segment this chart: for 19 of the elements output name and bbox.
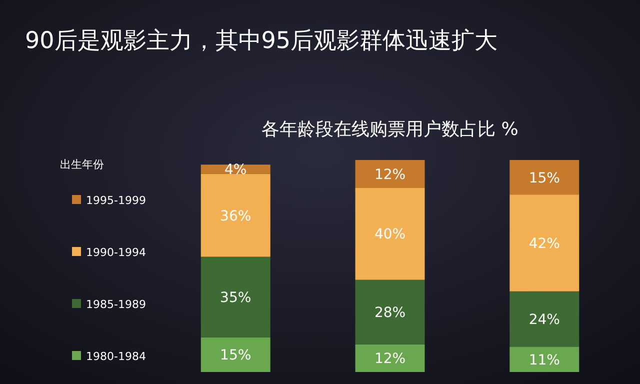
data-label: 11% [528, 352, 560, 368]
chart-title: 90后是观影主力，其中95后观影群体迅速扩大 [25, 28, 498, 54]
data-label: 4% [224, 162, 247, 178]
legend-label: 1995-1999 [86, 194, 146, 207]
legend-label: 1985-1989 [86, 298, 146, 311]
legend-label: 1990-1994 [86, 246, 146, 259]
data-label: 36% [220, 208, 252, 224]
data-label: 28% [374, 305, 406, 322]
data-label: 15% [528, 170, 560, 186]
chart-subtitle: 各年龄段在线购票用户数占比 % [262, 119, 518, 140]
data-label: 35% [220, 290, 252, 306]
data-label: 42% [528, 236, 560, 252]
legend-label: 1980-1984 [86, 350, 146, 363]
data-label: 15% [220, 348, 252, 364]
data-label: 12% [374, 351, 406, 368]
data-label: 24% [528, 312, 560, 328]
data-label: 12% [374, 166, 406, 183]
data-label: 40% [374, 226, 406, 243]
legend-title: 出生年份 [60, 158, 104, 171]
